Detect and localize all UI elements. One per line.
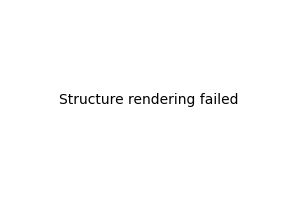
- Text: Structure rendering failed: Structure rendering failed: [59, 93, 239, 107]
